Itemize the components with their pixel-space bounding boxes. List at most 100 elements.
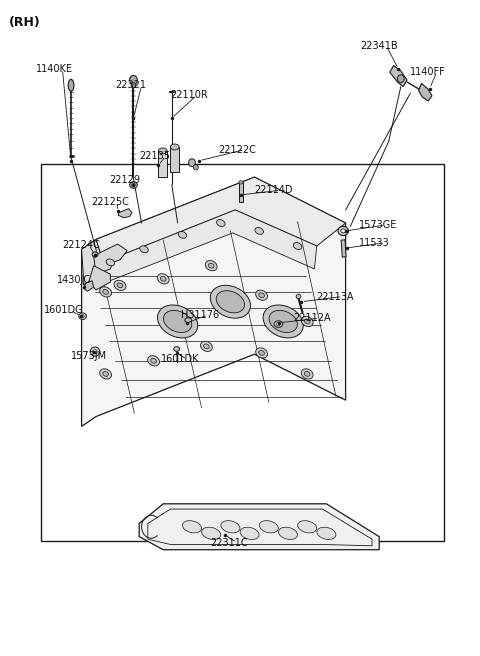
Ellipse shape bbox=[151, 358, 156, 363]
Ellipse shape bbox=[259, 293, 264, 298]
Ellipse shape bbox=[304, 319, 310, 324]
Text: 1140KE: 1140KE bbox=[36, 64, 73, 74]
Ellipse shape bbox=[157, 274, 169, 284]
Ellipse shape bbox=[204, 344, 209, 349]
Ellipse shape bbox=[189, 159, 195, 167]
Ellipse shape bbox=[130, 182, 137, 188]
Text: 22321: 22321 bbox=[115, 80, 146, 91]
Ellipse shape bbox=[193, 165, 198, 170]
Ellipse shape bbox=[256, 290, 267, 300]
Ellipse shape bbox=[274, 321, 283, 327]
Bar bbox=[170, 147, 179, 172]
Text: 22129: 22129 bbox=[109, 174, 141, 185]
Text: 22124C: 22124C bbox=[62, 240, 100, 251]
Polygon shape bbox=[103, 210, 317, 283]
Bar bbox=[158, 151, 167, 177]
Ellipse shape bbox=[132, 183, 135, 187]
Text: 1573GE: 1573GE bbox=[359, 220, 397, 230]
Polygon shape bbox=[82, 177, 346, 426]
Ellipse shape bbox=[397, 75, 404, 83]
Ellipse shape bbox=[140, 246, 148, 253]
Ellipse shape bbox=[185, 318, 192, 322]
Polygon shape bbox=[118, 209, 132, 218]
Text: 22341B: 22341B bbox=[360, 41, 397, 51]
Text: 22311C: 22311C bbox=[210, 537, 248, 548]
Ellipse shape bbox=[338, 226, 348, 236]
Text: (RH): (RH) bbox=[9, 16, 40, 30]
Ellipse shape bbox=[160, 276, 166, 281]
Ellipse shape bbox=[301, 369, 313, 379]
Polygon shape bbox=[419, 83, 432, 101]
Text: 22114D: 22114D bbox=[254, 185, 293, 195]
Text: 22112A: 22112A bbox=[293, 313, 330, 323]
Ellipse shape bbox=[170, 144, 179, 150]
Text: 22110R: 22110R bbox=[170, 90, 208, 100]
Text: 22122C: 22122C bbox=[218, 144, 256, 155]
Ellipse shape bbox=[157, 305, 198, 338]
Ellipse shape bbox=[296, 294, 301, 299]
Ellipse shape bbox=[174, 346, 180, 351]
Polygon shape bbox=[96, 177, 346, 262]
Ellipse shape bbox=[210, 285, 251, 318]
Ellipse shape bbox=[79, 313, 86, 319]
Ellipse shape bbox=[304, 371, 310, 377]
Ellipse shape bbox=[276, 323, 280, 325]
Ellipse shape bbox=[163, 310, 192, 333]
Ellipse shape bbox=[100, 287, 111, 297]
Ellipse shape bbox=[239, 180, 243, 184]
Ellipse shape bbox=[208, 263, 214, 268]
Ellipse shape bbox=[158, 148, 167, 154]
Ellipse shape bbox=[114, 280, 126, 291]
Ellipse shape bbox=[100, 369, 111, 379]
Ellipse shape bbox=[103, 371, 108, 377]
Text: 1601DK: 1601DK bbox=[161, 354, 199, 365]
Text: 22125C: 22125C bbox=[91, 197, 129, 207]
Ellipse shape bbox=[68, 79, 74, 91]
Ellipse shape bbox=[205, 260, 217, 271]
Ellipse shape bbox=[278, 527, 298, 539]
Ellipse shape bbox=[269, 310, 298, 333]
Ellipse shape bbox=[93, 350, 97, 354]
Ellipse shape bbox=[117, 283, 123, 288]
Polygon shape bbox=[84, 281, 94, 291]
Text: 1140FF: 1140FF bbox=[410, 67, 446, 77]
Bar bbox=[341, 239, 346, 257]
Ellipse shape bbox=[216, 220, 225, 226]
Ellipse shape bbox=[178, 232, 187, 238]
Bar bbox=[41, 164, 444, 541]
Ellipse shape bbox=[92, 252, 98, 257]
Text: 1430JC: 1430JC bbox=[57, 275, 91, 285]
Ellipse shape bbox=[221, 521, 240, 533]
Ellipse shape bbox=[317, 527, 336, 539]
Text: 22135: 22135 bbox=[139, 151, 170, 161]
Ellipse shape bbox=[255, 228, 264, 234]
Ellipse shape bbox=[103, 289, 108, 295]
Text: 1573JM: 1573JM bbox=[71, 350, 107, 361]
Text: 11533: 11533 bbox=[359, 237, 390, 248]
Ellipse shape bbox=[216, 291, 245, 313]
Ellipse shape bbox=[240, 527, 259, 539]
Polygon shape bbox=[139, 504, 379, 550]
Ellipse shape bbox=[81, 315, 84, 318]
Ellipse shape bbox=[148, 356, 159, 366]
Text: 22113A: 22113A bbox=[316, 291, 353, 302]
Text: 1601DG: 1601DG bbox=[44, 305, 84, 316]
Polygon shape bbox=[390, 66, 407, 87]
Ellipse shape bbox=[131, 83, 136, 88]
Ellipse shape bbox=[182, 521, 202, 533]
Ellipse shape bbox=[298, 521, 317, 533]
Ellipse shape bbox=[341, 229, 346, 233]
Polygon shape bbox=[89, 266, 110, 290]
Ellipse shape bbox=[202, 527, 221, 539]
Bar bbox=[239, 182, 243, 202]
Ellipse shape bbox=[259, 350, 264, 356]
Ellipse shape bbox=[130, 75, 137, 85]
Ellipse shape bbox=[201, 341, 212, 352]
Polygon shape bbox=[94, 244, 127, 274]
Ellipse shape bbox=[301, 316, 313, 327]
Ellipse shape bbox=[259, 521, 278, 533]
Ellipse shape bbox=[263, 305, 303, 338]
Ellipse shape bbox=[106, 259, 115, 266]
Text: H31176: H31176 bbox=[181, 310, 219, 320]
Ellipse shape bbox=[256, 348, 267, 358]
